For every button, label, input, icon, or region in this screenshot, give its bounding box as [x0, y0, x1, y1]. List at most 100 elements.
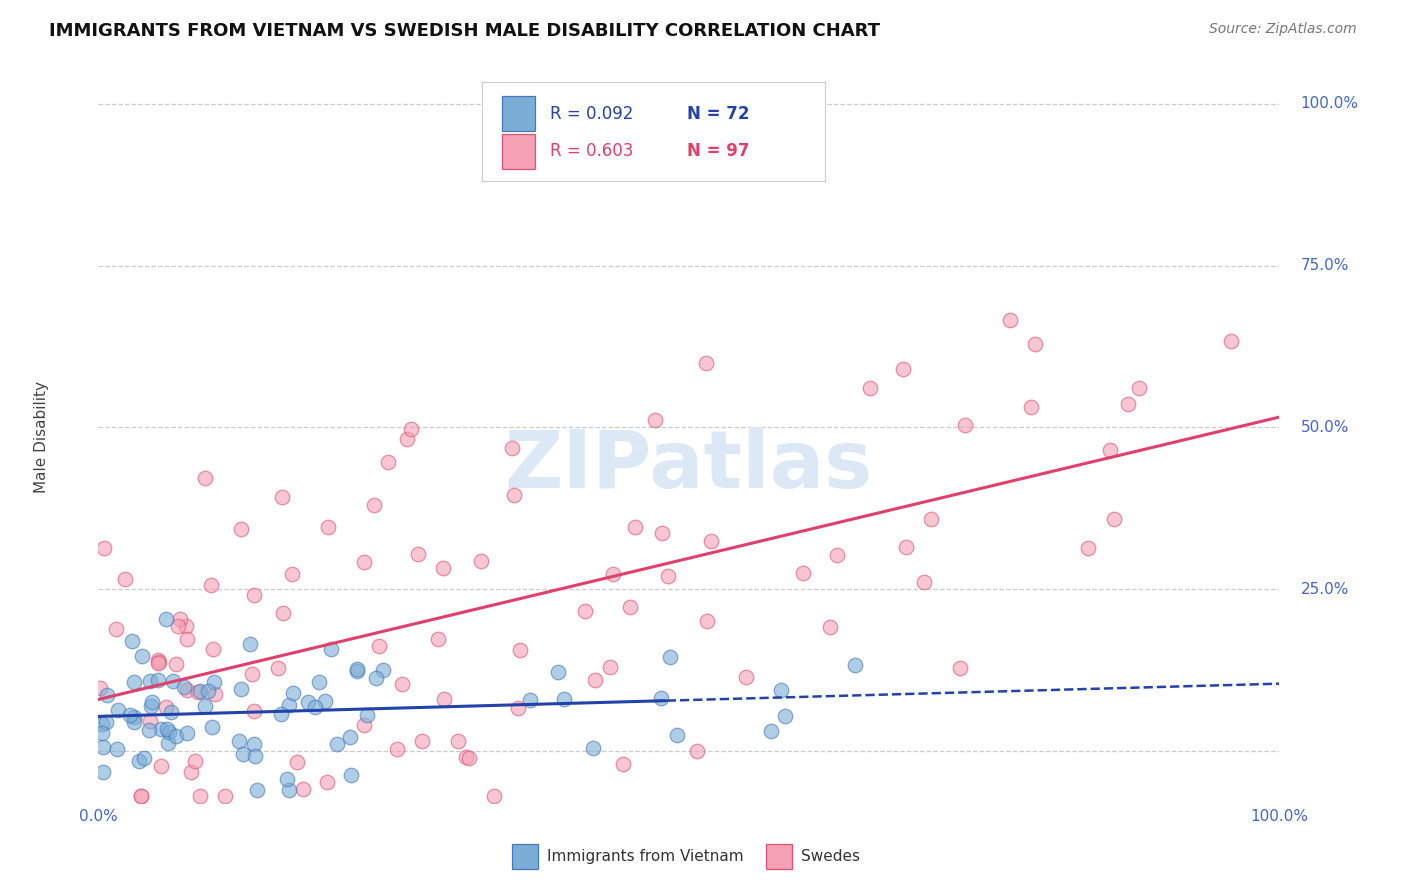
Point	[246, 782, 269, 797]
Point	[644, 413, 666, 427]
Point	[180, 765, 202, 780]
Point	[368, 639, 391, 653]
Point	[583, 673, 606, 687]
Point	[134, 751, 156, 765]
Point	[121, 634, 143, 648]
Point	[148, 655, 170, 669]
Point	[176, 632, 198, 646]
Point	[619, 599, 641, 614]
Point	[519, 693, 541, 707]
Point	[243, 749, 266, 764]
Point	[1000, 313, 1022, 327]
Point	[458, 751, 481, 765]
Point	[482, 789, 505, 804]
Point	[157, 736, 180, 750]
Point	[553, 691, 575, 706]
Point	[174, 619, 197, 633]
Point	[316, 519, 339, 533]
Point	[506, 701, 529, 715]
Point	[122, 675, 145, 690]
Point	[240, 667, 263, 681]
Text: 50.0%: 50.0%	[1301, 420, 1350, 435]
Point	[339, 730, 361, 744]
Point	[165, 657, 187, 671]
Point	[139, 714, 162, 728]
Point	[651, 525, 673, 540]
Point	[200, 578, 222, 592]
Point	[267, 661, 290, 675]
Point	[139, 673, 162, 688]
Point	[229, 682, 252, 697]
Point	[90, 726, 112, 740]
Point	[169, 612, 191, 626]
Point	[291, 781, 314, 796]
Point	[353, 555, 375, 569]
Point	[128, 754, 150, 768]
Point	[432, 561, 454, 575]
Point	[761, 724, 783, 739]
Point	[105, 742, 128, 756]
Point	[184, 754, 207, 768]
Point	[364, 671, 387, 685]
Point	[686, 743, 709, 757]
Point	[346, 664, 368, 678]
Text: N = 97: N = 97	[686, 142, 749, 160]
Point	[447, 733, 470, 747]
Point	[129, 789, 152, 804]
Point	[278, 782, 301, 797]
Point	[1102, 512, 1125, 526]
Text: IMMIGRANTS FROM VIETNAM VS SWEDISH MALE DISABILITY CORRELATION CHART: IMMIGRANTS FROM VIETNAM VS SWEDISH MALE …	[49, 22, 880, 40]
Point	[104, 623, 127, 637]
Point	[277, 698, 299, 712]
Point	[509, 643, 531, 657]
Point	[346, 662, 368, 676]
Text: Immigrants from Vietnam: Immigrants from Vietnam	[547, 849, 744, 864]
Point	[792, 566, 814, 580]
Point	[1099, 442, 1122, 457]
Point	[96, 714, 118, 729]
Point	[356, 708, 378, 723]
Bar	[502, 96, 536, 131]
Point	[825, 548, 848, 562]
Text: 100.0%: 100.0%	[1301, 96, 1358, 112]
Point	[1024, 336, 1046, 351]
Point	[96, 688, 118, 702]
Point	[93, 541, 115, 555]
Point	[818, 620, 841, 634]
Point	[122, 710, 145, 724]
Point	[391, 677, 413, 691]
Point	[150, 722, 173, 736]
Bar	[502, 134, 536, 169]
Point	[363, 498, 385, 512]
Point	[602, 567, 624, 582]
Point	[194, 698, 217, 713]
Point	[696, 615, 718, 629]
Point	[243, 704, 266, 718]
Point	[340, 767, 363, 781]
FancyBboxPatch shape	[482, 82, 825, 181]
Point	[920, 512, 942, 526]
Point	[433, 691, 456, 706]
Point	[150, 759, 173, 773]
Point	[411, 734, 433, 748]
Point	[395, 432, 418, 446]
Point	[160, 705, 183, 719]
Point	[314, 694, 336, 708]
Point	[501, 441, 523, 455]
Point	[574, 603, 596, 617]
Point	[700, 533, 723, 548]
Point	[89, 681, 111, 695]
Text: R = 0.603: R = 0.603	[550, 142, 633, 160]
Point	[201, 720, 224, 734]
Point	[285, 755, 308, 769]
Point	[912, 575, 935, 590]
Point	[165, 729, 187, 743]
Point	[167, 619, 190, 633]
Point	[319, 641, 342, 656]
Bar	[766, 845, 792, 869]
Point	[271, 606, 294, 620]
Text: 0.0%: 0.0%	[79, 809, 118, 824]
Point	[204, 687, 226, 701]
Text: N = 72: N = 72	[686, 104, 749, 123]
Point	[406, 548, 429, 562]
